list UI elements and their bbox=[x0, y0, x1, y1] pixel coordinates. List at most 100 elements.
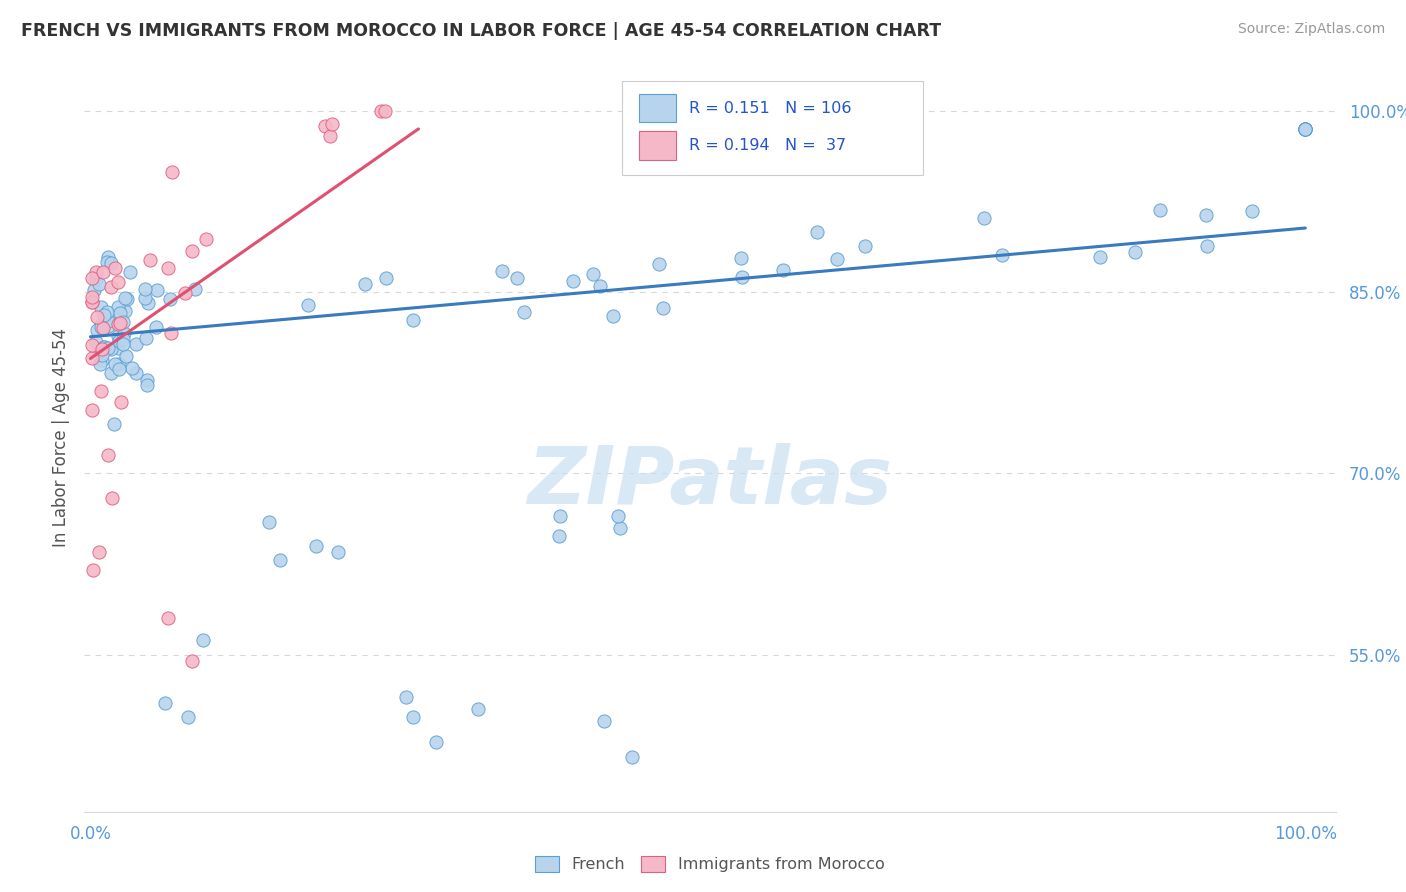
Point bbox=[86, 264, 108, 278]
Point bbox=[1294, 122, 1316, 136]
Point bbox=[93, 321, 115, 335]
Point bbox=[155, 696, 177, 710]
Point bbox=[111, 337, 134, 351]
Point bbox=[491, 264, 513, 278]
Point bbox=[730, 251, 752, 265]
Point bbox=[84, 335, 107, 350]
Point bbox=[589, 278, 612, 293]
Point bbox=[402, 312, 425, 326]
Point bbox=[114, 291, 136, 305]
Point bbox=[91, 343, 114, 357]
Point bbox=[80, 351, 103, 365]
Point bbox=[97, 448, 120, 462]
Point bbox=[108, 362, 131, 376]
Point bbox=[602, 310, 624, 324]
Point bbox=[100, 279, 122, 293]
Point bbox=[181, 244, 204, 259]
Point bbox=[97, 318, 120, 333]
Point bbox=[89, 277, 111, 291]
Point bbox=[1294, 122, 1316, 136]
Point bbox=[108, 305, 131, 319]
Point bbox=[1123, 244, 1146, 259]
Point bbox=[1090, 250, 1112, 264]
Point bbox=[401, 710, 423, 724]
Point bbox=[1294, 122, 1316, 136]
Point bbox=[319, 129, 342, 144]
Point bbox=[177, 710, 200, 724]
Point bbox=[90, 384, 112, 399]
Point bbox=[157, 260, 180, 275]
Point bbox=[134, 291, 156, 305]
Text: R = 0.194   N =  37: R = 0.194 N = 37 bbox=[689, 138, 846, 153]
Point bbox=[135, 331, 157, 345]
Point bbox=[1294, 122, 1316, 136]
Point bbox=[1195, 208, 1218, 222]
Point bbox=[80, 338, 103, 352]
Point bbox=[100, 342, 122, 356]
Point bbox=[115, 350, 138, 364]
Point bbox=[467, 702, 489, 716]
Point bbox=[370, 103, 392, 118]
Point bbox=[853, 239, 876, 253]
Point bbox=[107, 329, 129, 343]
Point bbox=[97, 341, 120, 355]
Point bbox=[297, 298, 319, 312]
Point bbox=[86, 310, 108, 324]
Bar bbox=[638, 94, 676, 122]
Point bbox=[257, 515, 280, 529]
Point bbox=[374, 103, 396, 118]
Point bbox=[145, 319, 167, 334]
Point bbox=[305, 539, 328, 553]
Point bbox=[139, 253, 162, 268]
Point bbox=[91, 265, 114, 279]
Point bbox=[825, 252, 848, 266]
Point bbox=[607, 508, 630, 523]
Point bbox=[107, 318, 129, 332]
Point bbox=[181, 654, 204, 668]
Point bbox=[80, 294, 103, 309]
Point bbox=[548, 529, 571, 543]
Point bbox=[114, 304, 136, 318]
Point bbox=[1149, 202, 1171, 217]
Point bbox=[425, 734, 447, 748]
Point bbox=[160, 326, 183, 341]
Point bbox=[136, 373, 159, 387]
Point bbox=[112, 315, 135, 329]
Point bbox=[194, 232, 217, 246]
Text: R = 0.151   N = 106: R = 0.151 N = 106 bbox=[689, 101, 851, 116]
Point bbox=[609, 521, 631, 535]
Point bbox=[135, 378, 157, 392]
Point bbox=[125, 367, 148, 381]
Point bbox=[93, 308, 115, 322]
Point bbox=[91, 348, 114, 362]
Point bbox=[125, 337, 148, 351]
Point bbox=[82, 563, 104, 577]
Point bbox=[97, 250, 120, 264]
Point bbox=[103, 417, 125, 432]
Point bbox=[107, 275, 129, 289]
Y-axis label: In Labor Force | Age 45-54: In Labor Force | Age 45-54 bbox=[52, 327, 70, 547]
Point bbox=[86, 323, 108, 337]
Point bbox=[90, 300, 112, 314]
Point bbox=[160, 165, 183, 179]
Point bbox=[115, 292, 138, 306]
Point bbox=[121, 361, 143, 376]
Point bbox=[772, 262, 794, 277]
Point bbox=[83, 283, 105, 297]
Point bbox=[582, 268, 605, 282]
Text: ZIPatlas: ZIPatlas bbox=[527, 443, 893, 521]
Point bbox=[620, 750, 643, 764]
Point bbox=[374, 270, 396, 285]
Point bbox=[108, 357, 131, 371]
Point bbox=[100, 255, 122, 269]
Point bbox=[96, 305, 118, 319]
Point bbox=[104, 261, 127, 276]
Text: FRENCH VS IMMIGRANTS FROM MOROCCO IN LABOR FORCE | AGE 45-54 CORRELATION CHART: FRENCH VS IMMIGRANTS FROM MOROCCO IN LAB… bbox=[21, 22, 941, 40]
Point bbox=[89, 344, 111, 359]
Point bbox=[90, 353, 112, 368]
Point bbox=[1294, 122, 1316, 136]
Point bbox=[652, 301, 675, 315]
Point bbox=[550, 508, 572, 523]
Point bbox=[174, 285, 197, 300]
Point bbox=[110, 395, 132, 409]
